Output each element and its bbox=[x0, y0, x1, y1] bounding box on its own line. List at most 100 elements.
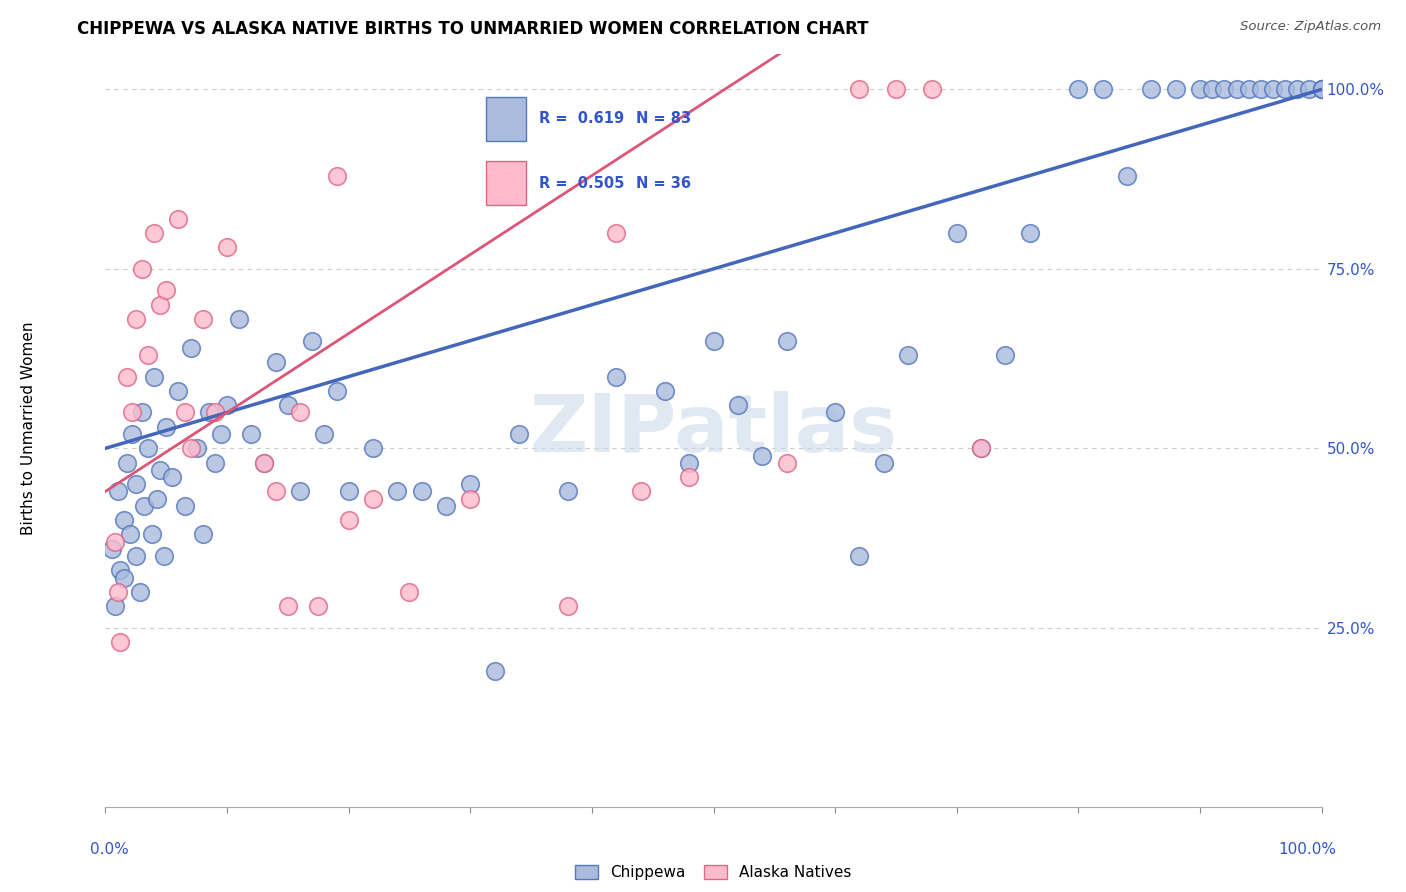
Point bbox=[149, 463, 172, 477]
Point bbox=[107, 484, 129, 499]
Text: 100.0%: 100.0% bbox=[1278, 842, 1337, 856]
Point bbox=[240, 427, 263, 442]
Point bbox=[557, 599, 579, 614]
Text: 0.0%: 0.0% bbox=[90, 842, 129, 856]
Point bbox=[1067, 82, 1090, 96]
Point bbox=[112, 513, 135, 527]
Point bbox=[141, 527, 163, 541]
Point bbox=[162, 470, 184, 484]
Point bbox=[1310, 82, 1333, 96]
Point bbox=[325, 384, 347, 398]
Point bbox=[775, 456, 797, 470]
Point bbox=[775, 334, 797, 348]
Point bbox=[264, 355, 287, 369]
Point bbox=[191, 527, 214, 541]
Point bbox=[117, 456, 139, 470]
Point bbox=[264, 484, 287, 499]
Point bbox=[217, 240, 239, 254]
Point bbox=[1250, 82, 1272, 96]
Point bbox=[337, 513, 360, 527]
Point bbox=[288, 484, 311, 499]
Point bbox=[970, 442, 993, 456]
Point bbox=[145, 491, 167, 506]
Point bbox=[136, 348, 159, 362]
Point bbox=[125, 549, 148, 563]
Point bbox=[970, 442, 993, 456]
Point bbox=[112, 570, 135, 584]
Point bbox=[325, 169, 347, 183]
Point bbox=[484, 664, 506, 678]
Point bbox=[128, 585, 150, 599]
Point bbox=[121, 405, 143, 419]
Point bbox=[125, 312, 148, 326]
Point bbox=[191, 312, 214, 326]
Point bbox=[884, 82, 907, 96]
Point bbox=[1189, 82, 1212, 96]
Point bbox=[228, 312, 250, 326]
Point bbox=[458, 477, 481, 491]
Point bbox=[198, 405, 221, 419]
Point bbox=[104, 599, 127, 614]
Point bbox=[1018, 226, 1040, 240]
Point bbox=[824, 405, 846, 419]
Point bbox=[605, 226, 627, 240]
Point bbox=[1261, 82, 1284, 96]
Point bbox=[458, 491, 481, 506]
Point bbox=[288, 405, 311, 419]
Point bbox=[921, 82, 943, 96]
Point bbox=[1225, 82, 1247, 96]
Point bbox=[118, 527, 141, 541]
Point bbox=[167, 211, 190, 226]
Point bbox=[361, 491, 384, 506]
Point bbox=[252, 456, 274, 470]
Point bbox=[131, 261, 153, 276]
Point bbox=[727, 398, 749, 412]
Point bbox=[1213, 82, 1236, 96]
Point bbox=[873, 456, 896, 470]
Point bbox=[897, 348, 920, 362]
Point bbox=[994, 348, 1017, 362]
Point bbox=[387, 484, 409, 499]
Point bbox=[1140, 82, 1163, 96]
Point bbox=[1237, 82, 1260, 96]
Point bbox=[155, 284, 177, 298]
Point bbox=[167, 384, 190, 398]
Text: Source: ZipAtlas.com: Source: ZipAtlas.com bbox=[1240, 20, 1381, 33]
Point bbox=[125, 477, 148, 491]
Point bbox=[155, 419, 177, 434]
Point bbox=[337, 484, 360, 499]
Point bbox=[1310, 82, 1333, 96]
Point bbox=[153, 549, 176, 563]
Point bbox=[557, 484, 579, 499]
Point bbox=[180, 442, 202, 456]
Text: CHIPPEWA VS ALASKA NATIVE BIRTHS TO UNMARRIED WOMEN CORRELATION CHART: CHIPPEWA VS ALASKA NATIVE BIRTHS TO UNMA… bbox=[77, 20, 869, 37]
Point bbox=[945, 226, 967, 240]
Point bbox=[1091, 82, 1114, 96]
Point bbox=[751, 449, 773, 463]
Point bbox=[678, 470, 700, 484]
Point bbox=[411, 484, 433, 499]
Point bbox=[654, 384, 676, 398]
Point bbox=[252, 456, 274, 470]
Point bbox=[630, 484, 652, 499]
Point bbox=[508, 427, 530, 442]
Point bbox=[143, 369, 166, 384]
Point bbox=[108, 635, 131, 649]
Text: Births to Unmarried Women: Births to Unmarried Women bbox=[21, 321, 35, 535]
Point bbox=[1274, 82, 1296, 96]
Point bbox=[104, 534, 127, 549]
Point bbox=[1298, 82, 1320, 96]
Point bbox=[1116, 169, 1139, 183]
Point bbox=[277, 398, 299, 412]
Point bbox=[173, 405, 195, 419]
Point bbox=[136, 442, 159, 456]
Point bbox=[217, 398, 239, 412]
Point bbox=[204, 456, 226, 470]
Point bbox=[605, 369, 627, 384]
Point bbox=[121, 427, 143, 442]
Point bbox=[1310, 82, 1333, 96]
Point bbox=[434, 499, 457, 513]
Point bbox=[204, 405, 226, 419]
Point bbox=[314, 427, 336, 442]
Point bbox=[702, 334, 725, 348]
